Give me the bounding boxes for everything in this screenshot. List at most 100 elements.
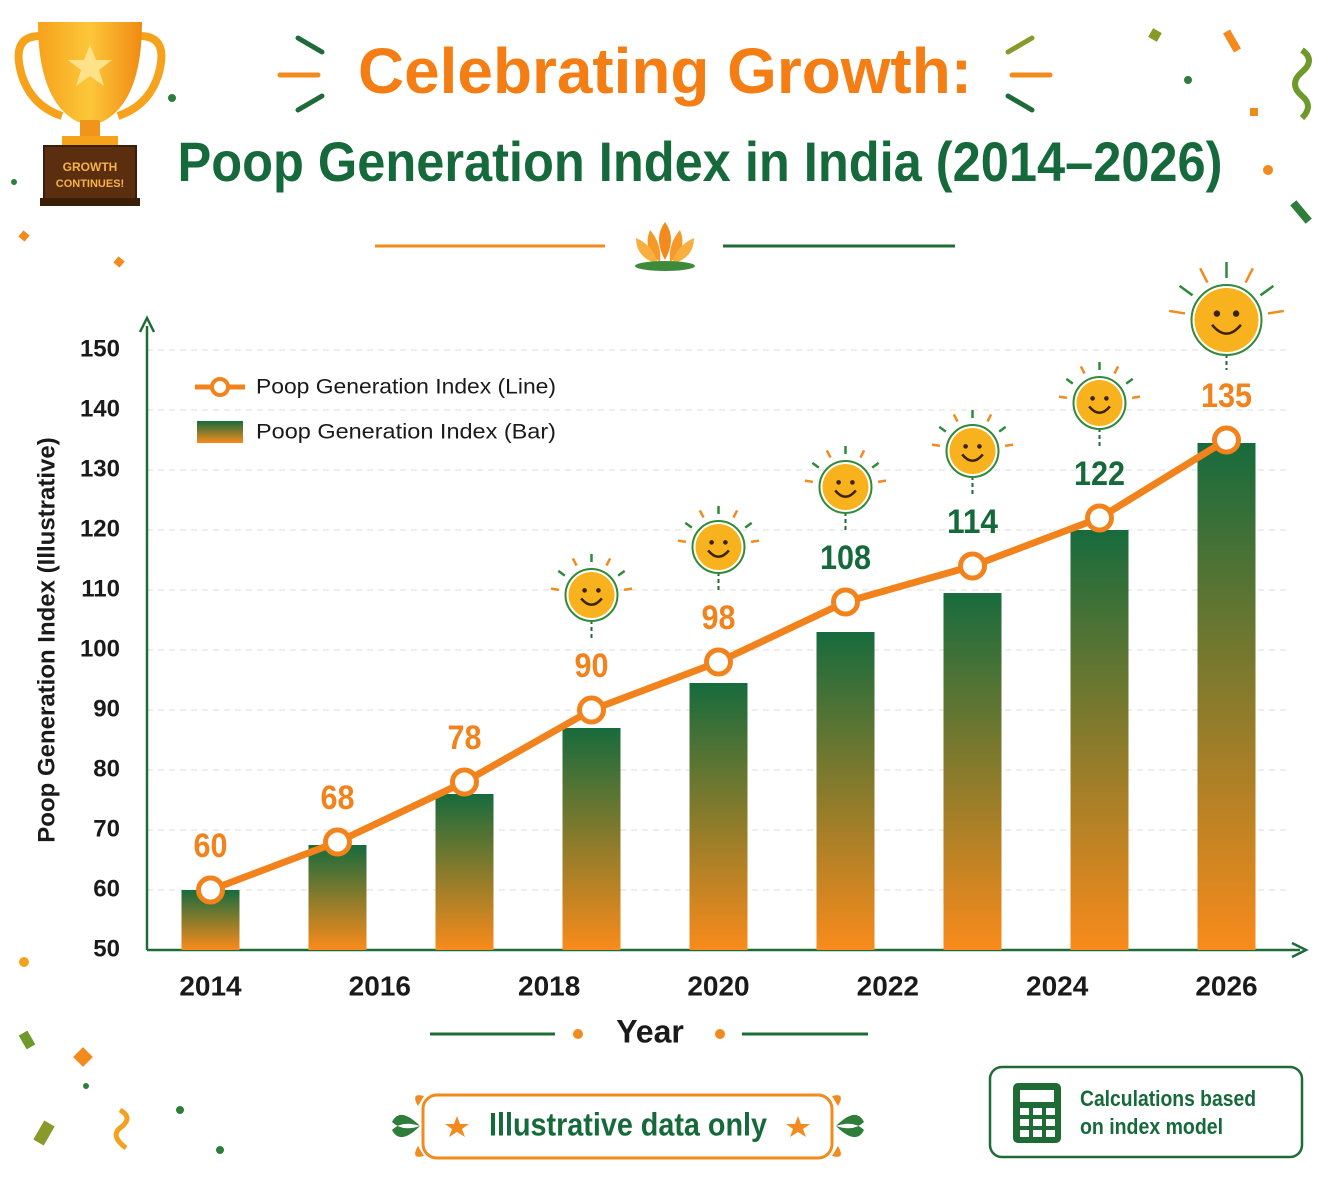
smiley-ray [931,443,941,448]
smiley-mouth [1211,323,1242,335]
line-point [323,827,352,857]
line-point [831,587,860,617]
smiley-mouth [580,597,603,607]
smiley-ray [1244,267,1254,284]
line-point [450,767,479,797]
smiley-ray [986,413,993,423]
x-tick-label: 2018 [518,970,580,1001]
line-point [577,695,606,725]
smiley-ray [952,413,959,423]
smiley-ray [1199,267,1209,284]
smiley-mouth [707,549,730,559]
x-tick-label: 2014 [179,970,242,1001]
smiley-ray [1178,284,1194,297]
y-tick-label: 120 [80,515,120,542]
legend-label: Poop Generation Index (Line) [256,376,556,399]
y-tick-label: 140 [80,395,120,422]
y-tick-label: 50 [93,935,120,962]
smiley-eye [836,480,841,485]
smiley-ray [1058,395,1068,400]
bar [435,794,494,950]
smiley [1058,362,1141,448]
x-tick-label: 2024 [1026,970,1089,1001]
smiley-ray [732,509,739,519]
method-note: Calculations based [1080,1086,1256,1111]
x-axis-label: Year [616,1013,684,1049]
smiley-ray [677,539,687,544]
chart-subtitle: Poop Generation Index in India (2014–202… [178,130,1223,193]
y-axis-arrow [138,315,156,333]
data-label: 60 [194,827,228,865]
smiley-eye [963,444,968,449]
smiley-eye [709,540,714,545]
smiley-ray [859,449,866,459]
smiley-ray [811,461,820,469]
smiley-face [822,464,869,510]
smiley-eye [1090,396,1095,401]
smiley-eye [596,588,601,593]
smiley-ray [1004,443,1014,448]
footer-badge [392,1093,864,1160]
x-axis-arrow [1291,941,1309,959]
line-point [704,647,733,677]
x-label-decoration [430,1029,868,1039]
bar [1070,530,1129,950]
trophy-label: CONTINUES! [56,178,124,190]
method-note: on index model [1080,1114,1223,1139]
legend-label: Poop Generation Index (Bar) [256,421,556,444]
smiley-ray [1169,309,1186,315]
y-tick-label: 110 [81,575,120,602]
y-tick-label: 80 [93,755,120,782]
trophy: GROWTH CONTINUES! [14,22,166,206]
divider [375,222,955,271]
smiley-ray [1125,377,1134,385]
smiley-ray [871,461,880,469]
x-tick-label: 2026 [1195,970,1257,1001]
data-label: 90 [575,647,609,685]
smiley-face [568,572,615,618]
smiley-ray [571,557,578,567]
confetti [11,28,1312,1154]
bar [943,593,1002,950]
data-label: 98 [702,599,736,637]
bar [1197,443,1256,950]
x-tick-label: 2020 [687,970,749,1001]
smiley-eye [723,540,728,545]
smiley-ray [938,425,947,433]
smiley-ray [623,587,633,592]
smiley-ray [998,425,1007,433]
y-tick-label: 70 [93,815,120,842]
line-point [958,551,987,581]
y-tick-label: 130 [80,455,120,482]
smiley-ray [698,509,705,519]
smiley [677,506,760,592]
smiley-ray [550,587,560,592]
smiley-ray [750,539,760,544]
y-tick-label: 100 [80,635,120,662]
y-tick-label: 60 [93,875,120,902]
smiley-eye [1232,310,1240,317]
smiley [804,446,887,532]
legend-marker [210,377,230,397]
smiley-face [695,524,742,570]
smiley-ray [605,557,612,567]
smiley-ray [1267,309,1284,315]
smiley-face [1076,380,1123,426]
line-point [1212,425,1241,455]
data-label: 108 [820,539,871,577]
smiley-ray [557,569,566,577]
chart-title: Celebrating Growth: [358,35,972,107]
bar [308,845,367,950]
smiley-eye [850,480,855,485]
bar [816,632,875,950]
data-label: 68 [321,779,355,817]
smiley-ray [684,521,693,529]
smiley-face [949,428,996,474]
y-tick-label: 150 [80,335,120,362]
data-label: 122 [1074,455,1125,493]
smiley-ray [804,479,814,484]
smiley-eye [1104,396,1109,401]
smiley-mouth [1088,405,1111,415]
x-tick-label: 2016 [349,970,411,1001]
